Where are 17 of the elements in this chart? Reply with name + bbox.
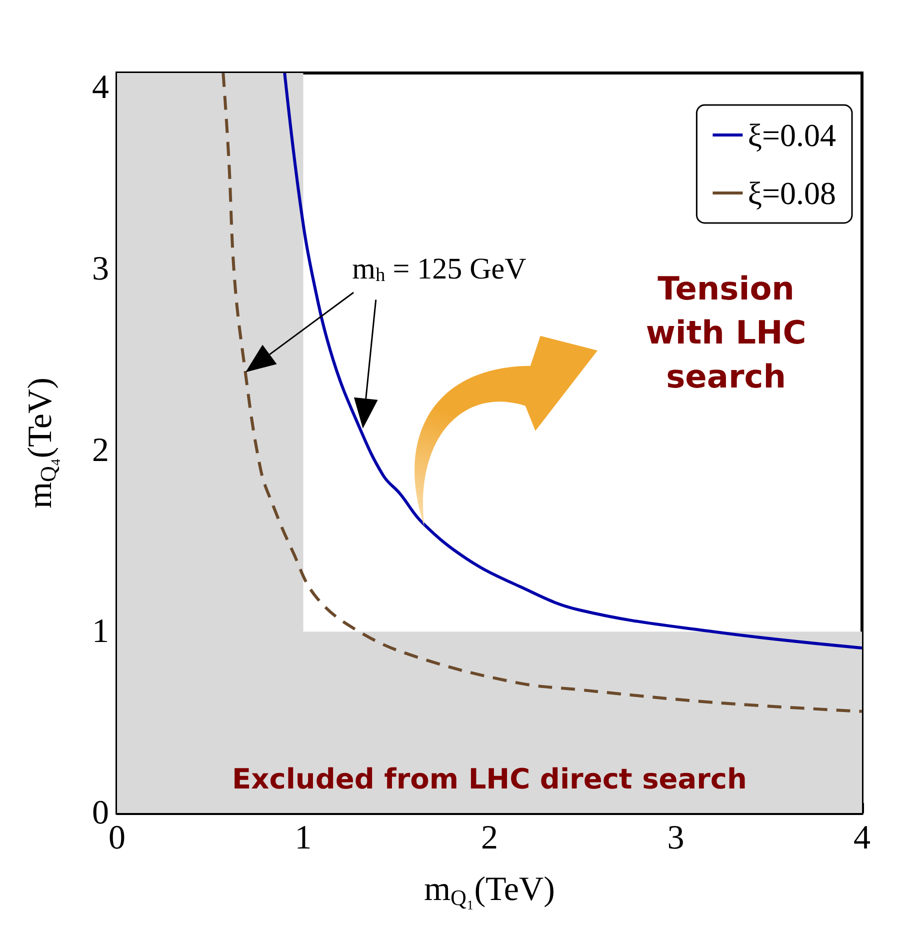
line-series	[283, 72, 864, 650]
x-tick-label: 4	[854, 820, 870, 856]
x-tick-label: 2	[481, 820, 498, 856]
x-tick-label: 1	[294, 820, 312, 856]
x-tick-label: 3	[667, 820, 684, 856]
y-axis-title: mQ₄(TeV)	[22, 378, 60, 508]
annotation: mh = 125 GeV	[352, 252, 527, 286]
legend-label: ξ=0.08	[748, 175, 836, 211]
y-tick-label: 4	[92, 69, 109, 106]
y-tick-label: 3	[92, 250, 109, 288]
y-tick-label: 1	[92, 613, 109, 650]
y-tick-label: 2	[92, 432, 109, 469]
band-label: Excluded from LHC direct search	[232, 762, 747, 796]
line-series	[222, 72, 864, 713]
legend-label: ξ=0.04	[748, 117, 836, 153]
annotation: Tension with LHC search	[646, 269, 806, 396]
y-tick-label: 0	[92, 794, 109, 832]
